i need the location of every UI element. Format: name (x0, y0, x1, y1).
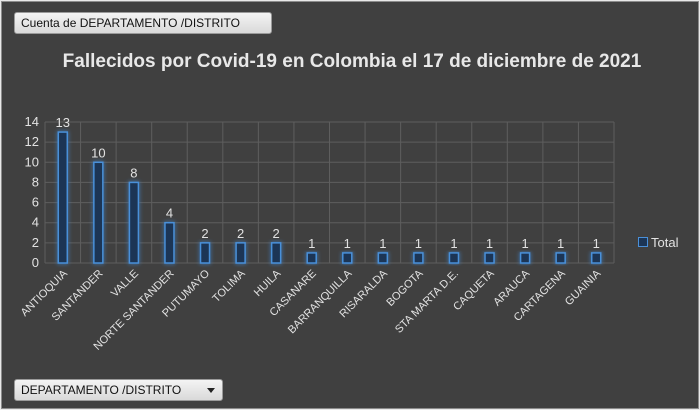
data-label: 2 (273, 226, 280, 241)
axis-field-label: DEPARTAMENTO /DISTRITO (21, 383, 182, 397)
x-tick-label: HUILA (252, 267, 284, 299)
y-tick-label: 10 (25, 154, 39, 169)
axis-field-dropdown[interactable]: DEPARTAMENTO /DISTRITO (14, 379, 223, 401)
bar (413, 252, 424, 264)
bar (270, 242, 282, 264)
data-label: 10 (91, 145, 105, 160)
bar (93, 161, 104, 264)
x-tick-label: BARRANQUILLA (286, 267, 355, 336)
data-label: 2 (237, 226, 244, 241)
grid-lines (44, 121, 615, 264)
data-labels: 13 10 8 4 2 2 2 1 1 1 1 1 1 1 1 1 (56, 115, 600, 251)
data-label: 4 (166, 206, 173, 221)
bar (484, 252, 495, 264)
value-field-button[interactable]: Cuenta de DEPARTAMENTO /DISTRITO (14, 12, 272, 34)
bar (306, 252, 317, 264)
data-label: 1 (379, 236, 386, 251)
y-tick-label: 6 (32, 195, 39, 210)
x-tick-label: VALLE (109, 268, 141, 300)
legend-label-total: Total (651, 235, 679, 250)
data-label: 1 (557, 236, 564, 251)
bar (519, 252, 531, 264)
bar (448, 252, 460, 264)
y-axis-tick-labels: 0 2 4 6 8 10 12 14 (25, 114, 39, 270)
y-tick-label: 4 (32, 215, 39, 230)
bar (164, 221, 175, 264)
x-tick-label: TOLIMA (210, 267, 248, 305)
chart-title: Fallecidos por Covid-19 en Colombia el 1… (62, 51, 642, 72)
bar (235, 242, 246, 264)
legend-swatch-total (638, 237, 648, 247)
x-tick-label: GUAINIA (563, 267, 604, 308)
data-label: 1 (450, 236, 457, 251)
bar (57, 131, 69, 264)
data-label: 1 (308, 236, 315, 251)
y-tick-label: 12 (25, 134, 39, 149)
data-label: 1 (521, 236, 528, 251)
data-label: 8 (130, 165, 137, 180)
bar-series-total (57, 131, 602, 264)
y-tick-label: 8 (32, 174, 39, 189)
bar (590, 252, 602, 264)
bar (377, 252, 389, 264)
bar (199, 242, 211, 264)
data-label: 1 (344, 236, 351, 251)
bar (342, 252, 353, 264)
data-label: 2 (201, 226, 208, 241)
data-label: 13 (56, 115, 70, 130)
legend[interactable]: Total (638, 235, 678, 250)
y-tick-label: 2 (32, 235, 39, 250)
data-label: 1 (415, 236, 422, 251)
y-tick-label: 0 (32, 255, 39, 270)
x-tick-label: STA MARTA D.E. (393, 268, 461, 336)
chevron-down-icon[interactable] (207, 388, 215, 393)
data-label: 1 (593, 236, 600, 251)
bar (555, 252, 566, 264)
data-label: 1 (486, 236, 493, 251)
bar (128, 181, 140, 264)
y-tick-label: 14 (25, 114, 39, 129)
